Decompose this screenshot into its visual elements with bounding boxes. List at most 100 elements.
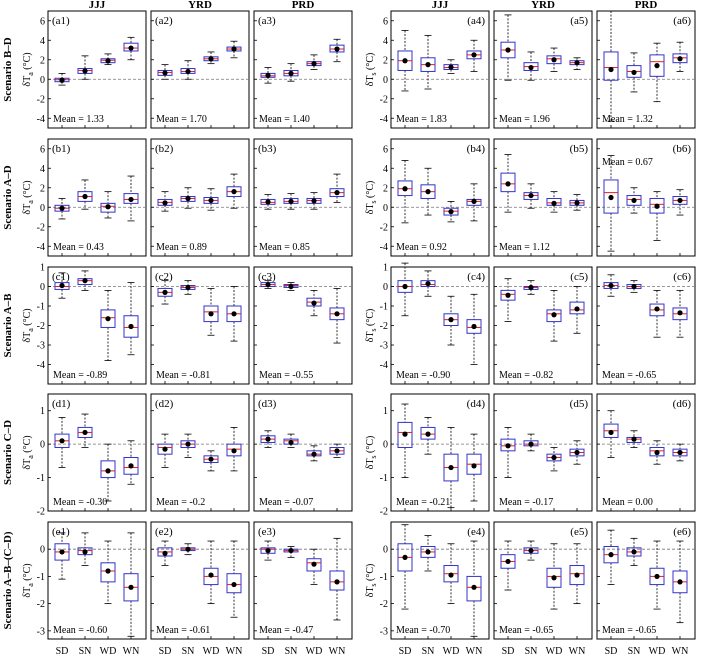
y-tick-label: 0 (40, 75, 45, 86)
panel-label: (c3) (258, 271, 276, 283)
y-axis-label: δTa (°C) (22, 308, 35, 342)
mean-marker (334, 579, 340, 585)
mean-marker (231, 311, 237, 317)
mean-marker (288, 198, 294, 204)
y-tick-label: -4 (380, 360, 388, 371)
iqr-box (100, 460, 116, 479)
panel: (b3) Mean = 0.85 (253, 138, 353, 257)
mean-annotation: Mean = 0.89 (156, 242, 207, 253)
iqr-box (123, 193, 139, 204)
mean-marker (162, 200, 168, 206)
category-label: SN (79, 646, 92, 657)
y-tick-label: -2 (380, 599, 388, 610)
box-sn (626, 52, 642, 93)
mean-annotation: Mean = -0.55 (259, 370, 313, 381)
box-sn (523, 183, 539, 209)
iqr-box (420, 280, 436, 287)
mean-annotation: Mean = -0.82 (499, 370, 553, 381)
box-wn (569, 543, 585, 605)
mean-marker (505, 181, 511, 187)
panel-label: (c2) (155, 271, 173, 283)
mean-marker (402, 283, 408, 290)
mean-marker (311, 561, 317, 567)
mean-marker (574, 200, 580, 206)
box-wn (569, 57, 585, 70)
panel: (e5) Mean = -0.65 (493, 521, 593, 640)
panel: (a6) Mean = 1.32 (596, 10, 696, 129)
panel-label: (a5) (570, 15, 588, 27)
box-wd (306, 289, 322, 317)
mean-marker (574, 60, 580, 66)
y-axis-label: δTa (°C) (22, 563, 35, 597)
mean-annotation: Mean = 1.40 (259, 114, 310, 125)
box-wn (329, 38, 345, 63)
iqr-box (546, 567, 562, 588)
mean-marker (334, 46, 340, 52)
box-wd (306, 54, 322, 70)
mean-marker (288, 439, 294, 446)
iqr-box (260, 547, 276, 554)
box-wn (466, 540, 482, 637)
box-sn (180, 187, 196, 209)
panel-label: (c4) (467, 271, 485, 283)
mean-marker (551, 312, 557, 318)
box-sd (500, 427, 516, 478)
mean-marker (82, 549, 88, 555)
box-wn (123, 175, 139, 222)
mean-marker (288, 547, 294, 554)
box-wn (123, 532, 139, 637)
panel-label: (a2) (155, 15, 173, 27)
panel: (d5) Mean = -0.17 (493, 393, 593, 512)
y-tick-label: 0 (40, 545, 45, 556)
mean-marker (208, 197, 214, 204)
box-wn (672, 189, 688, 216)
mean-marker (654, 203, 660, 209)
panel: (b6) Mean = 0.67 (596, 138, 696, 257)
box-sn (180, 60, 196, 80)
iqr-box (123, 315, 139, 338)
mean-marker (677, 449, 683, 456)
box-wn (123, 440, 139, 485)
panel-frame (47, 521, 147, 640)
y-tick-label: 1 (40, 263, 45, 274)
box-wn (569, 286, 585, 334)
iqr-box (466, 575, 482, 602)
y-tick-label: 6 (383, 16, 388, 27)
y-tick-label: 2 (40, 183, 45, 194)
box-sd (500, 278, 516, 323)
panel-label: (a6) (673, 15, 691, 27)
box-sn (420, 416, 436, 455)
y-tick-label: 2 (40, 55, 45, 66)
mean-marker (677, 579, 683, 585)
y-tick-label: -4 (37, 242, 45, 253)
mean-annotation: Mean = -0.65 (602, 370, 656, 381)
box-wd (100, 191, 116, 219)
mean-marker (551, 454, 557, 461)
box-wd (443, 543, 459, 605)
mean-marker (574, 449, 580, 456)
mean-marker (334, 448, 340, 454)
iqr-box (466, 319, 482, 334)
panel-label: (c1) (52, 271, 70, 283)
y-tick-label: 0 (383, 75, 388, 86)
mean-marker (631, 436, 637, 442)
panel: (c2) Mean = -0.81 (150, 266, 250, 385)
box-sd (54, 272, 70, 299)
box-wd (649, 42, 665, 103)
y-tick-label: -1 (37, 302, 45, 313)
panel: (c5) Mean = -0.82 (493, 266, 593, 385)
mean-annotation: Mean = 1.70 (156, 114, 207, 125)
mean-marker (402, 58, 408, 64)
panel: (d2) Mean = -0.2 (150, 393, 250, 512)
mean-marker (105, 468, 111, 474)
y-tick-label: 1 (383, 406, 388, 417)
mean-marker (265, 199, 271, 205)
y-tick-label: -2 (37, 321, 45, 332)
y-tick-label: -4 (380, 114, 388, 125)
mean-marker (631, 549, 637, 555)
mean-marker (654, 573, 660, 580)
box-wn (466, 39, 482, 72)
mean-marker (448, 464, 454, 471)
panel-frame (47, 10, 147, 129)
iqr-box (546, 55, 562, 65)
